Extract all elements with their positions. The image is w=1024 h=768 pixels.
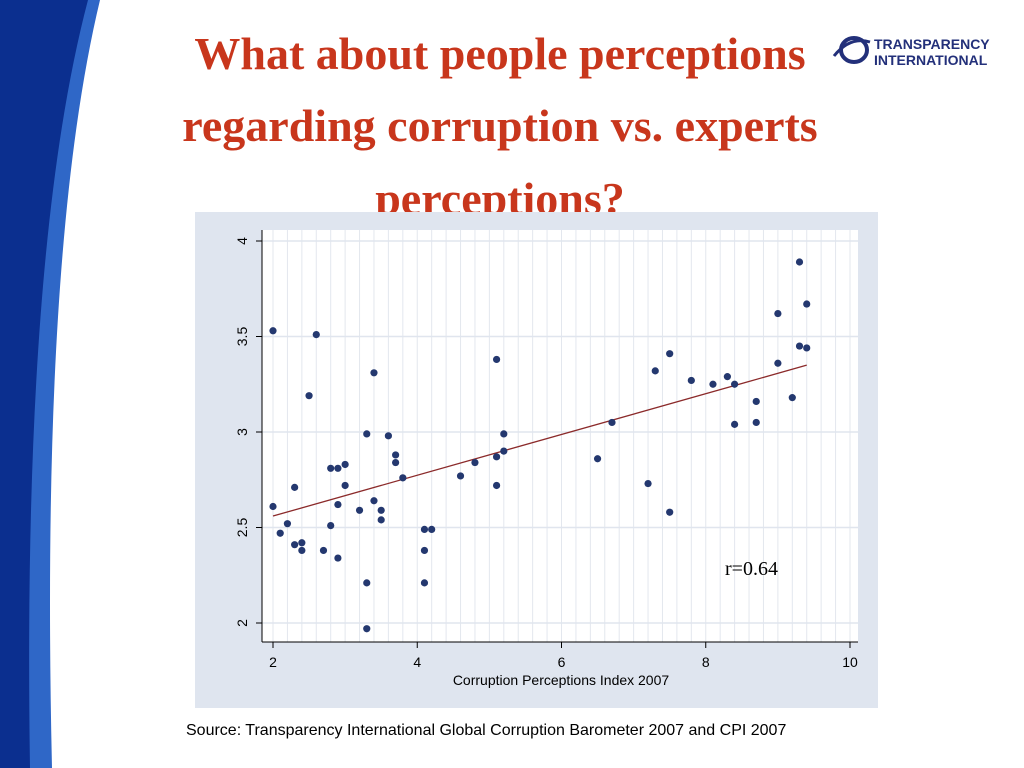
data-point <box>471 458 479 467</box>
x-tick-label: 4 <box>413 654 421 670</box>
data-point <box>788 394 796 402</box>
y-tick-label: 4 <box>234 237 250 245</box>
scatter-chart: 2 4 6 8 10 2 2.5 3 3.5 4 r=0.64 Corruption Perce… <box>234 230 858 688</box>
logo-line-2: INTERNATIONAL <box>874 52 988 68</box>
x-tick-label: 8 <box>702 654 710 670</box>
data-point <box>795 342 804 350</box>
data-point <box>291 541 299 549</box>
source-note: Source: Transparency International Globa… <box>186 722 787 739</box>
data-point <box>456 472 465 480</box>
y-major-grid <box>262 240 858 624</box>
scatter-points <box>269 258 811 633</box>
data-point <box>428 525 436 534</box>
data-point <box>355 506 364 514</box>
y-tick-label: 3.5 <box>234 327 250 347</box>
y-tick-label: 2.5 <box>234 518 250 538</box>
data-point <box>420 579 429 587</box>
regression-line <box>272 364 807 517</box>
data-point <box>269 327 277 335</box>
data-point <box>774 359 782 367</box>
data-point <box>803 300 811 308</box>
data-point <box>377 506 385 514</box>
data-point <box>392 458 400 467</box>
y-tick-label: 2 <box>234 619 250 627</box>
x-axis-ticks: 2 4 6 8 10 <box>269 642 858 670</box>
x-minor-grid <box>272 230 851 642</box>
data-point <box>283 520 292 528</box>
logo-text: TRANSPARENCY INTERNATIONAL <box>874 36 990 68</box>
data-point <box>731 380 739 388</box>
data-point <box>492 453 501 461</box>
data-point <box>420 525 429 534</box>
data-point <box>377 516 385 524</box>
y-tick-label: 3 <box>234 428 250 436</box>
data-point <box>305 392 313 400</box>
data-point <box>363 625 371 633</box>
data-point <box>291 483 299 491</box>
data-point <box>370 369 378 377</box>
logo-line-1: TRANSPARENCY <box>874 36 990 52</box>
plot-area <box>262 230 858 642</box>
data-point <box>399 474 407 482</box>
data-point <box>327 464 335 472</box>
data-point <box>298 539 306 547</box>
slide-title: What about people perceptions regarding … <box>90 18 910 235</box>
y-axis-ticks: 2 2.5 3 3.5 4 <box>234 237 262 627</box>
data-point <box>500 447 508 455</box>
data-point <box>298 546 306 555</box>
data-point <box>492 355 501 364</box>
x-tick-label: 6 <box>558 654 566 670</box>
title-line-1: What about people perceptions <box>194 28 806 79</box>
data-point <box>666 350 674 358</box>
data-point <box>709 380 717 388</box>
data-point <box>774 309 782 318</box>
data-point <box>731 420 739 428</box>
data-point <box>312 330 320 339</box>
data-point <box>392 451 400 459</box>
data-point <box>500 430 508 438</box>
data-point <box>803 344 811 352</box>
data-point <box>384 432 392 440</box>
data-point <box>334 500 342 509</box>
data-point <box>334 464 342 472</box>
data-point <box>276 529 284 537</box>
data-point <box>363 579 371 587</box>
data-point <box>644 479 652 488</box>
data-point <box>363 430 371 438</box>
data-point <box>723 373 731 381</box>
title-line-2: regarding corruption vs. experts <box>182 100 818 152</box>
data-point <box>341 460 349 469</box>
data-point <box>319 546 328 555</box>
x-axis-label: Corruption Perceptions Index 2007 <box>453 672 670 688</box>
data-point <box>420 546 429 555</box>
band-dark-stripe <box>0 0 88 768</box>
data-point <box>370 497 378 505</box>
decorative-side-band <box>0 0 100 768</box>
x-tick-label: 2 <box>269 654 277 670</box>
data-point <box>269 502 277 511</box>
data-point <box>492 481 501 490</box>
data-point <box>795 258 804 266</box>
data-point <box>752 418 760 427</box>
data-point <box>327 521 335 530</box>
x-tick-label: 10 <box>842 654 858 670</box>
data-point <box>752 397 760 406</box>
globe-swoosh-icon <box>832 36 871 64</box>
data-point <box>666 508 674 516</box>
data-point <box>334 554 342 562</box>
chart-panel: 2 4 6 8 10 2 2.5 3 3.5 4 r=0.64 Corruption Perce… <box>195 212 878 708</box>
data-point <box>341 481 349 490</box>
data-point <box>651 367 659 375</box>
data-point <box>608 418 616 427</box>
data-point <box>687 376 695 385</box>
data-point <box>593 455 602 463</box>
correlation-annotation: r=0.64 <box>725 558 778 580</box>
